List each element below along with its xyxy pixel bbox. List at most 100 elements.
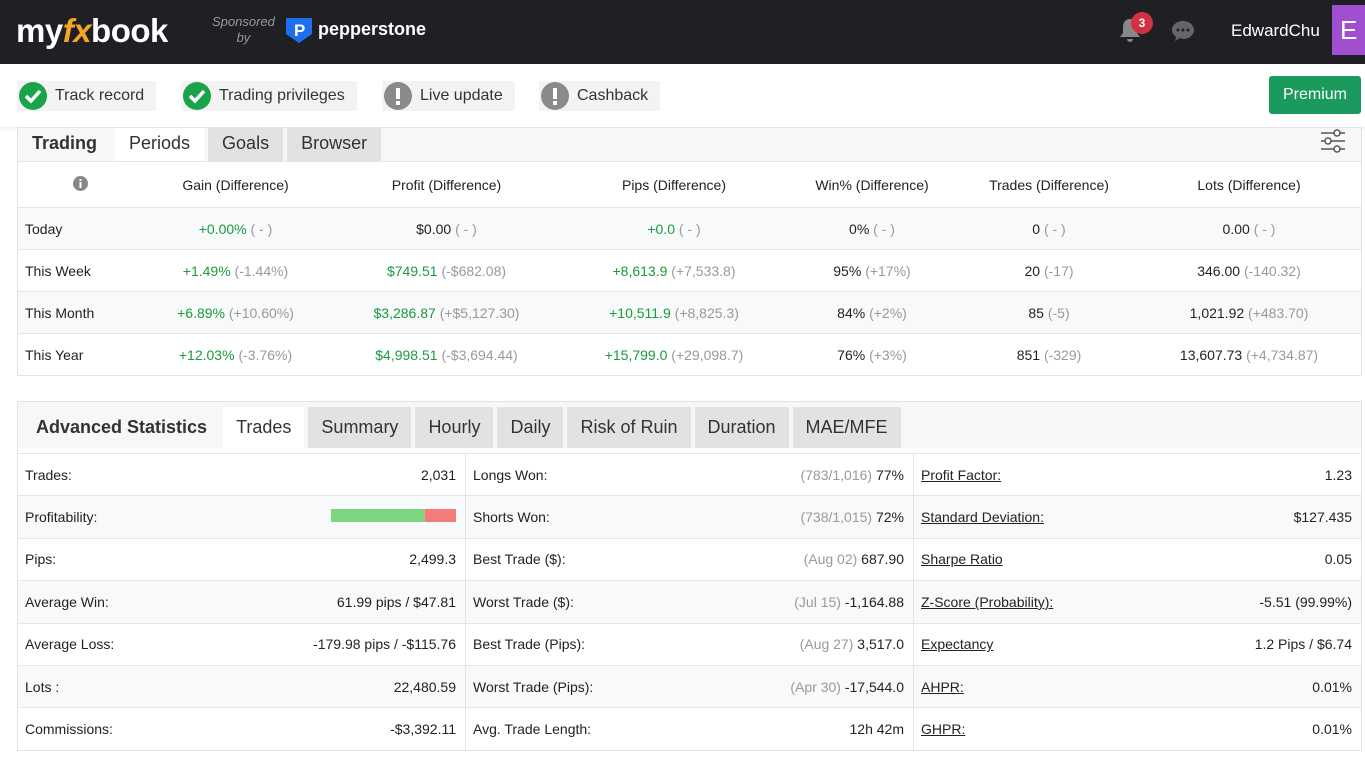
check-icon	[19, 82, 47, 110]
status-label: Track record	[55, 87, 145, 104]
period-row: This Month +6.89% (+10.60%) $3,286.87 (+$5…	[18, 291, 1361, 334]
stats-column: Profit Factor: 1.23 Standard Deviation: $12…	[914, 453, 1361, 750]
cell-diff: ( - )	[678, 220, 701, 237]
info-icon	[72, 175, 88, 191]
chat-icon[interactable]	[1170, 19, 1196, 43]
top-bar: myfxbook Sponsored by P pepperstone 3 Edw…	[0, 0, 1365, 64]
stat-note: (Aug 27)	[799, 636, 854, 653]
stat-value-wrap: $127.435	[1294, 509, 1352, 525]
cell-value: +15,799.0	[604, 346, 668, 363]
won-bar	[331, 509, 425, 523]
status-label: Cashback	[577, 87, 649, 104]
stat-value-wrap: 0.05	[1325, 551, 1352, 567]
stat-row: Profitability:	[18, 495, 465, 538]
periods-panel: Trading Periods Goals Browser Gain (Differe…	[17, 127, 1362, 376]
settings-icon[interactable]	[1319, 128, 1347, 154]
stat-value: 3,517.0	[857, 636, 904, 653]
avatar[interactable]: E	[1332, 5, 1365, 55]
stat-row: Best Trade (Pips): (Aug 27) 3,517.0	[466, 622, 913, 665]
period-cell: +0.00% ( - )	[143, 207, 328, 250]
status-bar: Premium Track record Trading privileges Li…	[0, 64, 1365, 127]
stat-row: Pips: 2,499.3	[18, 537, 465, 580]
cell-diff: (-3.76%)	[238, 346, 293, 363]
advanced-grid: Trades: 2,031 Profitability: Pips: 2,499.3 Av…	[18, 453, 1361, 750]
periods-table: Gain (Difference) Profit (Difference) Pips…	[18, 161, 1361, 376]
stat-label: Longs Won:	[473, 466, 548, 483]
period-cell: 0.00 ( - )	[1137, 207, 1361, 250]
stat-note: (738/1,015)	[800, 509, 873, 526]
stat-label: Trades:	[25, 466, 72, 483]
cell-value: +0.00%	[198, 220, 247, 237]
tab[interactable]: Hourly	[415, 407, 494, 448]
stat-value-wrap: 12h 42m	[850, 721, 904, 737]
period-cell: 346.00 (-140.32)	[1137, 249, 1361, 292]
period-cell: $4,998.51 (-$3,694.44)	[328, 333, 565, 376]
stat-value: 77%	[875, 466, 904, 483]
user-name[interactable]: EdwardChu	[1231, 21, 1320, 40]
tab[interactable]: Browser	[287, 128, 382, 161]
period-cell: +15,799.0 (+29,098.7)	[565, 333, 783, 376]
sponsored: Sponsored by	[212, 14, 275, 46]
tab[interactable]: Summary	[308, 407, 412, 448]
tab[interactable]: Trades	[223, 407, 305, 448]
tab[interactable]: Trading	[32, 133, 98, 153]
premium-button[interactable]: Premium	[1269, 76, 1361, 114]
stat-value: -1,164.88	[844, 593, 904, 610]
stat-value: 687.90	[861, 551, 904, 568]
cell-diff: (-1.44%)	[234, 262, 289, 279]
sponsored-by: by	[236, 30, 251, 45]
stat-row: Average Loss: -179.98 pips / -$115.76	[18, 622, 465, 665]
tab[interactable]: Daily	[497, 407, 564, 448]
period-cell: $3,286.87 (+$5,127.30)	[328, 291, 565, 334]
period-label: This Month	[18, 291, 143, 334]
stat-value-wrap: 22,480.59	[394, 679, 456, 695]
period-cell: +8,613.9 (+7,533.8)	[565, 249, 783, 292]
stat-value: -5.51 (99.99%)	[1259, 593, 1352, 610]
sponsor-name[interactable]: pepperstone	[318, 19, 427, 39]
cell-value: 13,607.73	[1179, 346, 1243, 363]
stat-label: Average Loss:	[25, 636, 115, 653]
tab[interactable]: Risk of Ruin	[567, 407, 691, 448]
stat-label: Best Trade (Pips):	[473, 636, 586, 653]
period-row: This Year +12.03% (-3.76%) $4,998.51 (-$3,…	[18, 333, 1361, 376]
period-row: Today +0.00% ( - ) $0.00 ( - ) +0.0 ( - ) 0%…	[18, 207, 1361, 250]
stat-value-wrap: -$3,392.11	[390, 721, 456, 737]
stat-value-wrap: -5.51 (99.99%)	[1259, 594, 1352, 610]
stat-label: Worst Trade (Pips):	[473, 678, 594, 695]
stat-row: Profit Factor: 1.23	[914, 453, 1361, 495]
status-item: Cashback	[539, 81, 661, 111]
logo[interactable]: myfxbook	[16, 12, 168, 50]
period-cell: 851 (-329)	[961, 333, 1137, 376]
stat-row: Trades: 2,031	[18, 453, 465, 495]
column-header: Profit (Difference)	[328, 161, 565, 208]
stats-column: Longs Won: (783/1,016) 77% Shorts Won: (738…	[466, 453, 914, 750]
cell-value: 851	[1016, 346, 1041, 363]
stat-value: 12h 42m	[849, 721, 904, 738]
sponsor-icon: P	[286, 18, 312, 43]
period-cell: +0.0 ( - )	[565, 207, 783, 250]
stat-value-wrap: -179.98 pips / -$115.76	[313, 636, 456, 652]
status-item: Trading privileges	[181, 81, 357, 111]
cell-value: +12.03%	[178, 346, 235, 363]
stat-label: Commissions:	[25, 721, 113, 738]
cell-value: +1.49%	[182, 262, 231, 279]
cell-diff: ( - )	[1253, 220, 1276, 237]
periods-tabs: Trading Periods Goals Browser	[18, 128, 1361, 161]
tab[interactable]: Periods	[115, 128, 205, 161]
stat-value: $127.435	[1293, 509, 1352, 526]
cell-diff: (-5)	[1047, 304, 1070, 321]
stat-label: Avg. Trade Length:	[473, 721, 592, 738]
status-label: Live update	[420, 87, 503, 104]
stat-label: Pips:	[25, 551, 57, 568]
period-cell: 95% (+17%)	[783, 249, 961, 292]
period-cell: +1.49% (-1.44%)	[143, 249, 328, 292]
cell-value: 0	[1032, 220, 1041, 237]
tab[interactable]: MAE/MFE	[792, 407, 901, 448]
period-cell: $749.51 (-$682.08)	[328, 249, 565, 292]
stat-value-wrap: (738/1,015) 72%	[800, 509, 904, 525]
tab[interactable]: Goals	[208, 128, 284, 161]
stat-value: 72%	[875, 509, 904, 526]
cell-value: +0.0	[647, 220, 675, 237]
tab[interactable]: Duration	[694, 407, 789, 448]
stat-label: Average Win:	[25, 593, 109, 610]
